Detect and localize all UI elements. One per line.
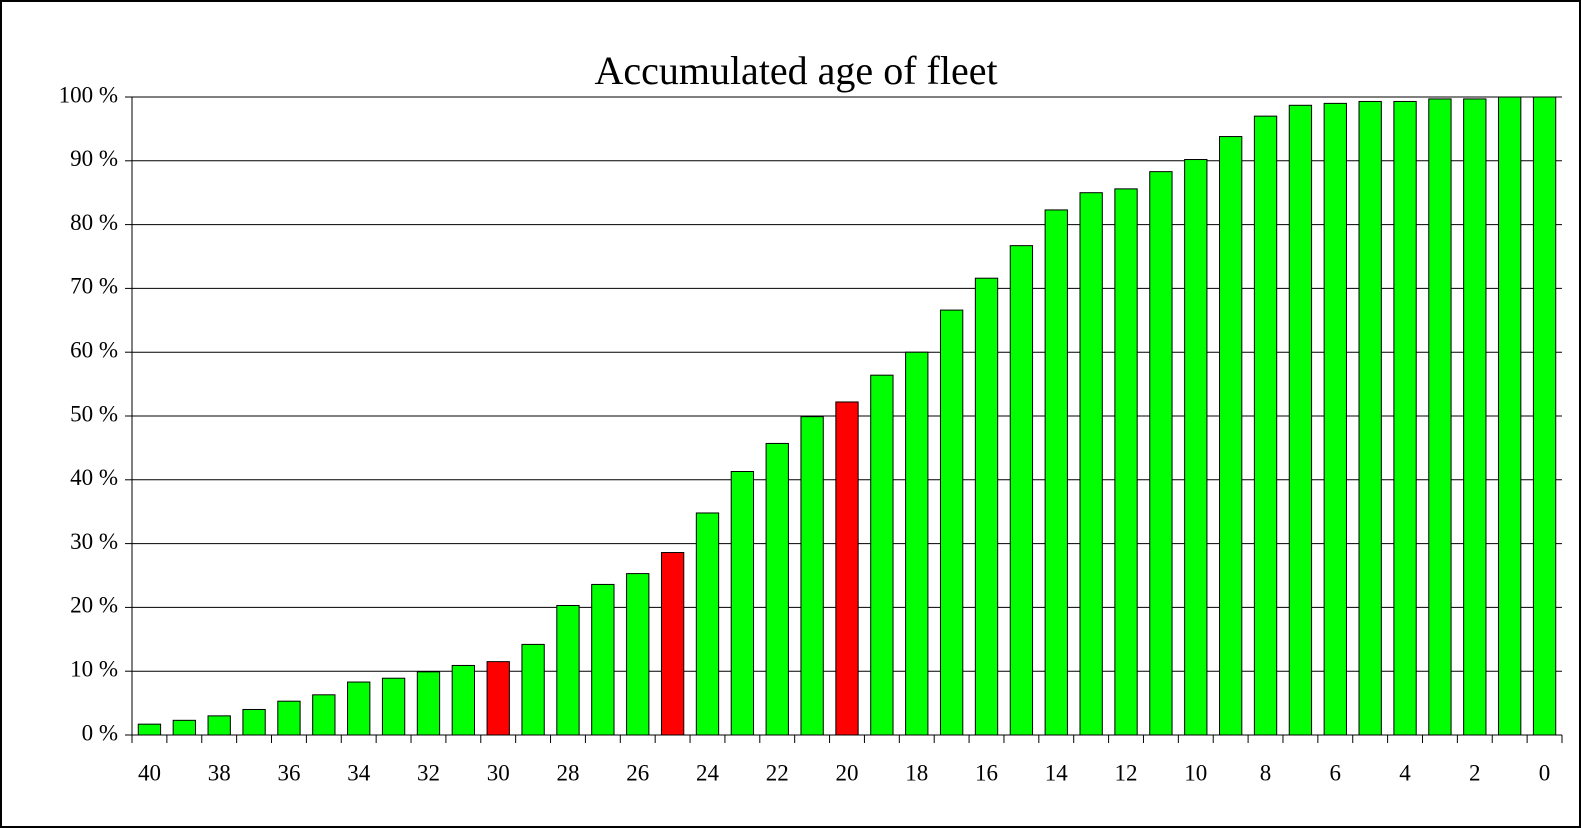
bar xyxy=(277,700,301,736)
bar xyxy=(451,664,476,736)
x-tick-label: 36 xyxy=(277,760,300,785)
bar xyxy=(1323,102,1347,736)
x-tick-label: 28 xyxy=(556,760,579,785)
x-tick-label: 0 xyxy=(1539,760,1551,785)
bar xyxy=(1532,96,1557,736)
bar xyxy=(312,694,336,736)
y-tick-label: 100 % xyxy=(59,82,118,107)
y-tick-label: 20 % xyxy=(70,593,118,618)
bar xyxy=(626,573,650,736)
bar xyxy=(730,471,755,736)
bar xyxy=(347,681,371,736)
bar xyxy=(1079,192,1103,736)
x-tick-label: 32 xyxy=(417,760,440,785)
bar xyxy=(242,708,266,736)
y-tick-label: 50 % xyxy=(70,401,118,426)
y-tick-label: 40 % xyxy=(70,465,118,490)
x-tick-label: 10 xyxy=(1184,760,1207,785)
x-tick-label: 26 xyxy=(626,760,649,785)
bar xyxy=(1184,159,1208,736)
bar xyxy=(207,715,231,736)
bar xyxy=(591,583,615,736)
bar xyxy=(137,723,162,736)
bar xyxy=(905,351,929,736)
bar xyxy=(1358,100,1382,736)
bar xyxy=(695,512,720,736)
x-tick-label: 38 xyxy=(208,760,231,785)
x-tick-label: 12 xyxy=(1115,760,1138,785)
x-tick-label: 34 xyxy=(347,760,371,785)
y-tick-label: 0 % xyxy=(82,720,118,745)
chart-title: Accumulated age of fleet xyxy=(594,48,997,93)
bar xyxy=(1393,100,1417,736)
x-tick-label: 24 xyxy=(696,760,720,785)
y-tick-label: 60 % xyxy=(70,337,118,362)
bar xyxy=(870,374,894,736)
bar xyxy=(765,442,789,736)
bar xyxy=(939,309,964,736)
bar xyxy=(486,661,510,736)
bar xyxy=(835,401,859,736)
x-tick-label: 18 xyxy=(905,760,928,785)
x-tick-label: 8 xyxy=(1260,760,1272,785)
x-tick-label: 20 xyxy=(836,760,859,785)
bar xyxy=(1428,98,1452,736)
x-tick-label: 40 xyxy=(138,760,161,785)
y-tick-label: 70 % xyxy=(70,274,118,299)
bar xyxy=(416,671,441,736)
bar xyxy=(1463,98,1487,736)
bar xyxy=(1253,115,1278,736)
y-tick-label: 30 % xyxy=(70,529,118,554)
x-tick-label: 6 xyxy=(1330,760,1342,785)
x-tick-label: 2 xyxy=(1469,760,1481,785)
bar xyxy=(1218,136,1243,736)
bar xyxy=(974,277,999,736)
bar xyxy=(800,416,824,736)
bar xyxy=(381,677,406,736)
y-tick-label: 80 % xyxy=(70,210,118,235)
bar xyxy=(1288,104,1313,736)
bar xyxy=(521,643,545,736)
bar xyxy=(1009,245,1034,736)
x-tick-label: 16 xyxy=(975,760,998,785)
x-tick-label: 4 xyxy=(1399,760,1411,785)
x-tick-label: 22 xyxy=(766,760,789,785)
bar xyxy=(1044,209,1068,736)
bar xyxy=(1498,96,1522,736)
x-tick-label: 14 xyxy=(1045,760,1069,785)
y-tick-label: 10 % xyxy=(70,656,118,681)
bar xyxy=(556,604,580,736)
y-tick-label: 90 % xyxy=(70,146,118,171)
bar xyxy=(1149,171,1173,736)
bar xyxy=(172,719,196,736)
bar xyxy=(660,552,685,736)
x-tick-label: 30 xyxy=(487,760,510,785)
bar xyxy=(1114,188,1138,736)
